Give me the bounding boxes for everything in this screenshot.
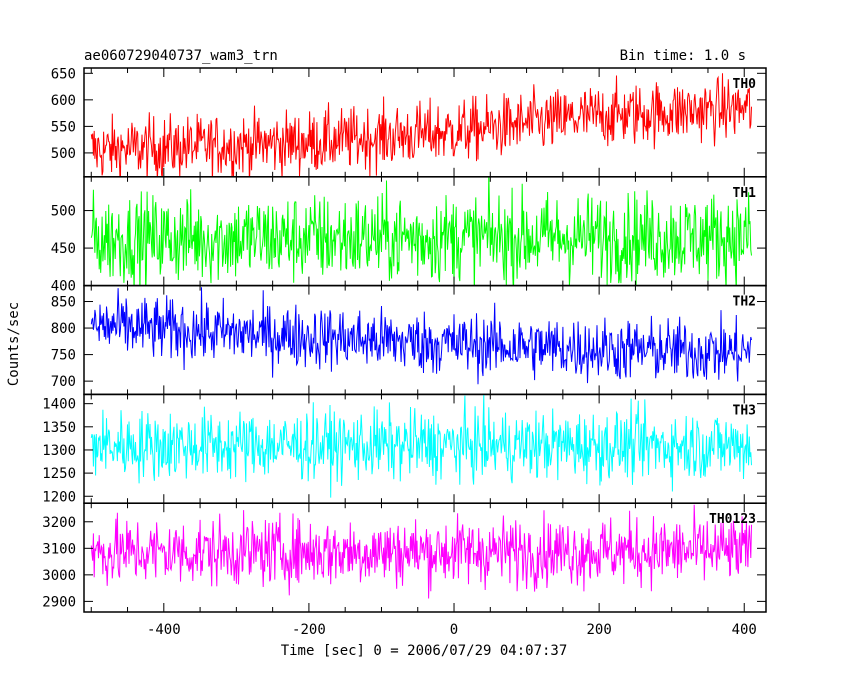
series-line-th0 bbox=[90, 73, 752, 177]
panel-label: TH1 bbox=[733, 186, 757, 201]
y-tick-label: 1200 bbox=[42, 489, 76, 505]
y-tick-label: 1250 bbox=[42, 466, 76, 482]
x-tick-label: -200 bbox=[292, 622, 326, 638]
bin-time-label: Bin time: 1.0 s bbox=[620, 48, 746, 64]
y-tick-label: 500 bbox=[51, 204, 76, 220]
x-tick-label: 200 bbox=[586, 622, 611, 638]
series-line-th2 bbox=[90, 287, 752, 385]
y-tick-label: 3100 bbox=[42, 541, 76, 557]
panel-th0123: 2900 3000 3100 3200 TH0123 bbox=[42, 502, 767, 613]
panels-group: 500 550 600 650 TH0 400 450 500 TH1 700 750 800 850 T… bbox=[42, 66, 767, 638]
panel-label: TH3 bbox=[733, 403, 756, 418]
panel-th1: 400 450 500 TH1 bbox=[51, 176, 767, 295]
y-tick-label: 550 bbox=[51, 119, 76, 135]
y-tick-label: 600 bbox=[51, 93, 76, 109]
y-tick-label: 1400 bbox=[42, 397, 76, 413]
panel-th2: 700 750 800 850 TH2 bbox=[51, 284, 767, 396]
y-tick-label: 450 bbox=[51, 241, 76, 257]
x-tick-label: 0 bbox=[450, 622, 458, 638]
panel-th0: 500 550 600 650 TH0 bbox=[51, 66, 767, 178]
series-line-th3 bbox=[90, 394, 752, 498]
y-tick-label: 850 bbox=[51, 295, 76, 311]
chart-title: ae060729040737_wam3_trn bbox=[84, 48, 278, 64]
panel-frame bbox=[83, 502, 767, 613]
series-line-th0123 bbox=[90, 504, 752, 599]
y-tick-label: 1350 bbox=[42, 420, 76, 436]
series-line-th1 bbox=[90, 176, 752, 286]
y-tick-label: 400 bbox=[51, 279, 76, 295]
y-tick-label: 700 bbox=[51, 374, 76, 390]
x-axis-label: Time [sec] 0 = 2006/07/29 04:07:37 bbox=[281, 643, 568, 659]
panel-label: TH0123 bbox=[709, 512, 756, 527]
y-tick-label: 650 bbox=[51, 66, 76, 82]
y-tick-label: 500 bbox=[51, 146, 76, 162]
y-tick-label: 1300 bbox=[42, 443, 76, 459]
panel-label: TH2 bbox=[733, 295, 756, 310]
y-tick-label: 2900 bbox=[42, 594, 76, 610]
y-axis-label: Counts/sec bbox=[6, 302, 22, 386]
x-tick-label: -400 bbox=[147, 622, 181, 638]
y-tick-label: 750 bbox=[51, 348, 76, 364]
panel-label: TH0 bbox=[733, 77, 757, 92]
x-tick-label: 400 bbox=[732, 622, 757, 638]
y-tick-label: 3000 bbox=[42, 568, 76, 584]
panel-th3: 1200 1250 1300 1350 1400 TH3 bbox=[42, 393, 767, 505]
y-tick-label: 3200 bbox=[42, 515, 76, 531]
y-tick-label: 800 bbox=[51, 321, 76, 337]
